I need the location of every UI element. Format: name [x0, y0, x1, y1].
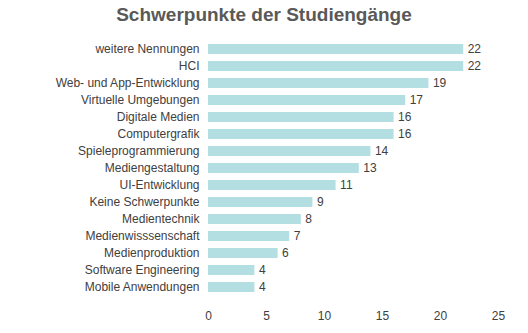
- svg-text:Keine Schwerpunkte: Keine Schwerpunkte: [89, 195, 199, 209]
- svg-text:6: 6: [282, 246, 289, 260]
- svg-text:Medienwisssenschaft: Medienwisssenschaft: [85, 229, 200, 243]
- svg-text:weitere Nennungen: weitere Nennungen: [94, 42, 199, 56]
- svg-text:15: 15: [376, 309, 390, 323]
- svg-text:16: 16: [398, 110, 412, 124]
- svg-text:10: 10: [318, 309, 332, 323]
- html-text:Schwerpunkte der Studiengänge: Schwerpunkte der Studiengänge: [116, 4, 412, 25]
- svg-text:Virtuelle Umgebungen: Virtuelle Umgebungen: [81, 93, 200, 107]
- svg-text:UI-Entwicklung: UI-Entwicklung: [119, 178, 199, 192]
- svg-text:17: 17: [410, 93, 424, 107]
- svg-text:5: 5: [263, 309, 270, 323]
- svg-text:Software Engineering: Software Engineering: [85, 263, 200, 277]
- svg-text:Medientechnik: Medientechnik: [122, 212, 200, 226]
- svg-text:8: 8: [305, 212, 312, 226]
- svg-text:22: 22: [468, 59, 482, 73]
- svg-text:22: 22: [468, 42, 482, 56]
- svg-text:0: 0: [205, 309, 212, 323]
- svg-text:16: 16: [398, 127, 412, 141]
- svg-text:Web- und App-Entwicklung: Web- und App-Entwicklung: [56, 76, 200, 90]
- svg-text:4: 4: [259, 280, 266, 294]
- svg-text:Digitale Medien: Digitale Medien: [117, 110, 200, 124]
- svg-text:Computergrafik: Computergrafik: [117, 127, 200, 141]
- svg-text:Medienproduktion: Medienproduktion: [104, 246, 199, 260]
- svg-text:19: 19: [433, 76, 447, 90]
- svg-text:7: 7: [294, 229, 301, 243]
- svg-text:11: 11: [340, 178, 353, 192]
- svg-text:Mediengestaltung: Mediengestaltung: [105, 161, 200, 175]
- svg-text:25: 25: [492, 309, 506, 323]
- svg-text:Mobile Anwendungen: Mobile Anwendungen: [85, 280, 200, 294]
- svg-text:4: 4: [259, 263, 266, 277]
- svg-text:13: 13: [363, 161, 377, 175]
- svg-text:9: 9: [317, 195, 324, 209]
- svg-text:20: 20: [434, 309, 448, 323]
- svg-text:Spieleprogrammierung: Spieleprogrammierung: [78, 144, 199, 158]
- svg-text:14: 14: [375, 144, 389, 158]
- svg-text:HCI: HCI: [179, 59, 200, 73]
